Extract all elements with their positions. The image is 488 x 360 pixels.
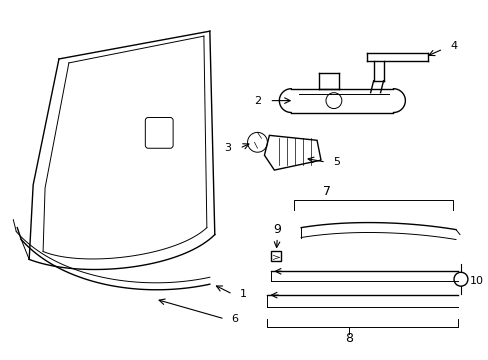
Text: 6: 6 — [231, 314, 238, 324]
Text: 9: 9 — [273, 223, 281, 236]
Text: 3: 3 — [224, 143, 231, 153]
Text: 2: 2 — [254, 96, 261, 105]
Text: 4: 4 — [449, 41, 456, 51]
Text: 10: 10 — [469, 276, 483, 286]
Text: 5: 5 — [332, 157, 339, 167]
Text: 1: 1 — [239, 289, 246, 299]
Text: 7: 7 — [322, 185, 330, 198]
Text: 8: 8 — [344, 332, 352, 345]
